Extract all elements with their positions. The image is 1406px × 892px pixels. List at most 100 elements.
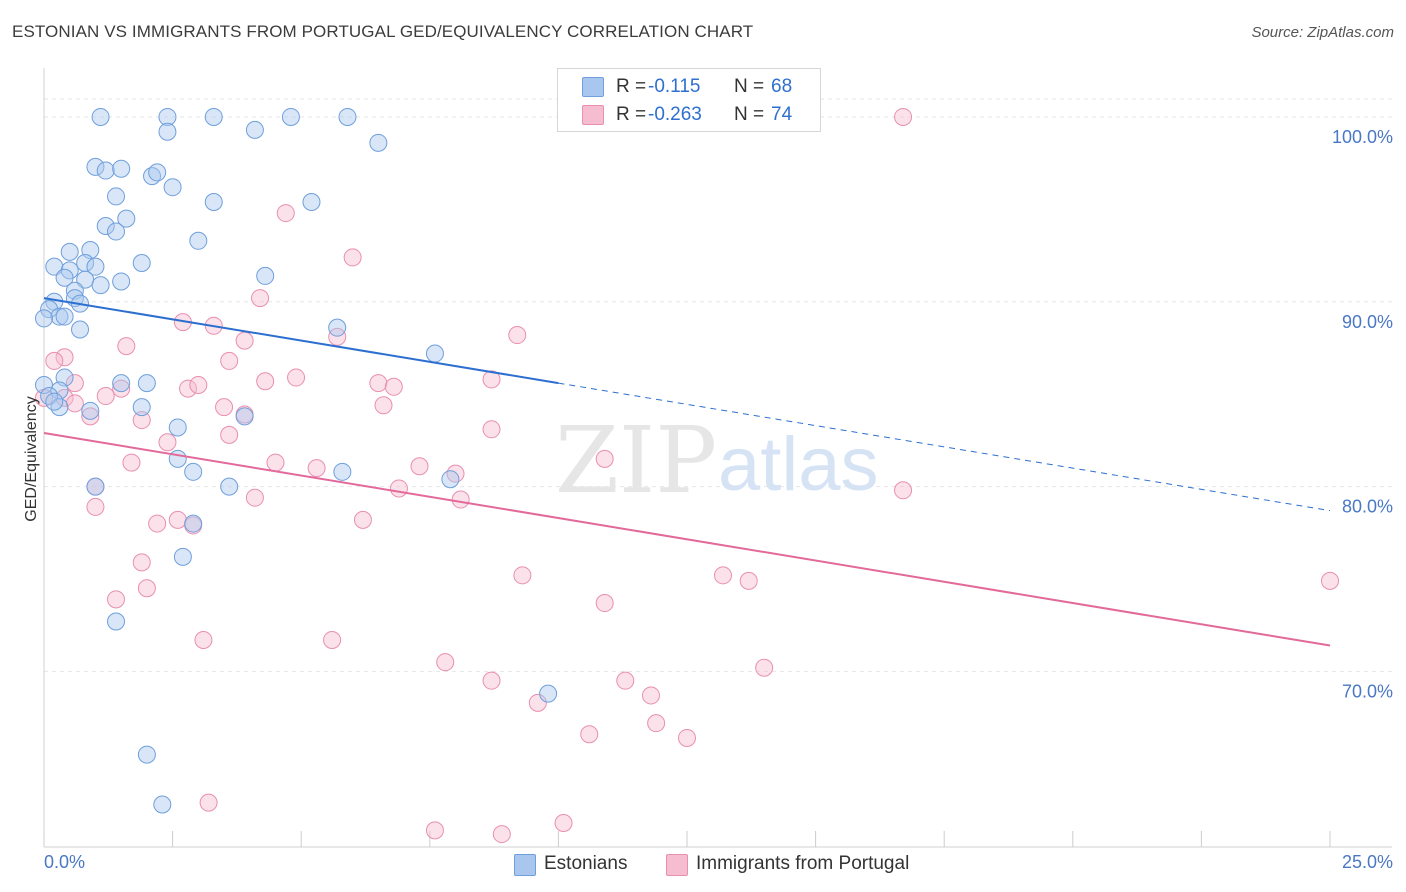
portugal-point	[179, 379, 198, 398]
estonian-point	[184, 462, 203, 481]
portugal-point	[894, 481, 913, 500]
y-tick-label-90: 90.0%	[1342, 312, 1393, 332]
y-tick-labels: 70.0% 80.0% 90.0% 100.0%	[1332, 127, 1393, 701]
portugal-point	[894, 107, 913, 126]
estonian-point	[168, 449, 187, 468]
estonian-point	[112, 374, 131, 393]
series-immigrants-from-portugal	[35, 107, 1339, 844]
portugal-point	[482, 420, 501, 439]
portugal-point	[276, 204, 295, 223]
watermark-atlas: atlas	[718, 422, 879, 507]
legend-n-value: 74	[771, 104, 793, 125]
portugal-point	[96, 387, 115, 406]
portugal-point	[189, 375, 208, 394]
portugal-point	[112, 379, 131, 398]
legend-n-label: N =	[734, 76, 765, 97]
estonian-point	[112, 159, 131, 178]
portugal-point	[287, 368, 306, 387]
legend-row-portugal: R = -0.263 N = 74	[558, 101, 820, 129]
portugal-point	[215, 398, 234, 417]
correlation-legend: R = -0.115 N = 68 R = -0.263 N = 74	[557, 68, 821, 132]
estonian-point	[132, 253, 151, 272]
estonian-point	[50, 307, 69, 326]
estonian-point	[35, 309, 53, 328]
portugal-point	[425, 821, 444, 840]
portugal-point	[641, 686, 660, 705]
portugal-point	[199, 793, 218, 812]
estonian-point	[40, 387, 59, 406]
estonian-point	[328, 318, 347, 337]
estonian-point	[173, 547, 192, 566]
estonian-point	[86, 477, 105, 496]
estonian-point	[137, 374, 156, 393]
portugal-point	[508, 326, 527, 345]
estonian-point	[117, 209, 136, 228]
estonian-point	[338, 107, 357, 126]
portugal-point	[220, 425, 239, 444]
estonian-point	[204, 107, 223, 126]
portugal-point	[436, 653, 455, 672]
estonian-point	[107, 612, 126, 631]
estonian-point	[425, 344, 444, 363]
legend-r-label: R =	[616, 76, 647, 97]
estonian-point	[153, 795, 172, 814]
portugal-point	[328, 327, 347, 346]
y-tick-label-80: 80.0%	[1342, 497, 1393, 517]
portugal-point	[220, 351, 239, 370]
portugal-point	[513, 566, 532, 585]
estonian-point	[204, 192, 223, 211]
estonian-point	[184, 514, 203, 533]
estonian-point	[60, 242, 79, 261]
estonian-point	[96, 161, 115, 180]
portugal-point	[482, 671, 501, 690]
estonian-point	[91, 276, 110, 295]
portugal-point	[266, 453, 285, 472]
legend-swatch-portugal	[666, 854, 688, 876]
portugal-point	[528, 693, 547, 712]
portugal-point	[554, 813, 573, 832]
legend-swatch-pink	[582, 105, 604, 125]
portugal-point	[755, 658, 774, 677]
estonian-point	[71, 320, 90, 339]
portugal-point	[158, 433, 177, 452]
portugal-point	[1321, 571, 1339, 590]
legend-n-value: 68	[771, 76, 793, 97]
estonian-point	[86, 157, 105, 176]
y-axis-label: GED/Equivalency	[23, 396, 40, 521]
chart-title: ESTONIAN VS IMMIGRANTS FROM PORTUGAL GED…	[12, 22, 754, 41]
portugal-point	[389, 479, 408, 498]
estonian-point	[189, 231, 208, 250]
estonian-point	[148, 163, 167, 182]
legend-swatch-estonians	[514, 854, 536, 876]
x-tick-label-min: 0.0%	[44, 852, 86, 872]
portugal-point	[137, 579, 156, 598]
estonian-point	[168, 418, 187, 437]
portugal-point	[107, 590, 126, 609]
legend-r-value: -0.115	[648, 76, 701, 97]
estonian-point	[163, 178, 182, 197]
series-legend: Estonians Immigrants from Portugal	[0, 852, 1406, 878]
estonian-point	[35, 375, 53, 394]
zipatlas-watermark: ZIP atlas	[555, 407, 879, 514]
estonian-point	[55, 307, 74, 326]
legend-row-estonians: R = -0.115 N = 68	[558, 73, 820, 101]
portugal-point	[595, 449, 614, 468]
estonian-point	[55, 268, 74, 287]
estonian-point	[143, 167, 162, 186]
portugal-point	[647, 714, 666, 733]
estonian-point	[40, 300, 59, 319]
portugal-point	[65, 394, 84, 413]
portugal-point	[45, 351, 64, 370]
estonian-point	[45, 392, 64, 411]
legend-n-label: N =	[734, 104, 765, 125]
portugal-point	[482, 370, 501, 389]
portugal-point	[65, 374, 84, 393]
estonian-point	[96, 217, 115, 236]
axes	[43, 68, 1392, 848]
portugal-point	[168, 510, 187, 529]
estonians-trend-extension	[558, 382, 1331, 512]
legend-label-portugal: Immigrants from Portugal	[696, 853, 910, 874]
portugal-point	[307, 459, 326, 478]
legend-r-label: R =	[616, 104, 647, 125]
portugal-point	[122, 453, 141, 472]
